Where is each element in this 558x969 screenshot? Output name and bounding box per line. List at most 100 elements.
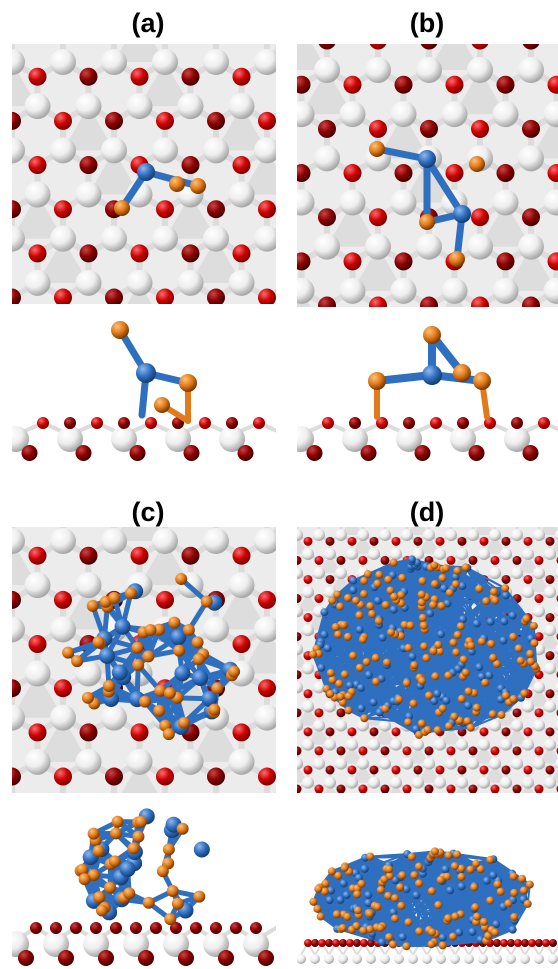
oxygen-atom [232,244,251,263]
metal-atom [467,57,493,83]
oxygen-atom [232,156,251,175]
cluster-orange-atom [114,200,130,216]
metal-atom [12,704,25,731]
metal-atom [401,757,413,770]
metal-atom [500,738,512,751]
oxygen-atom [232,67,251,86]
oxygen-atom [12,590,21,609]
cluster-blue-atom [111,664,128,681]
oxygen-atom [468,784,478,793]
metal-atom [357,529,369,541]
metal-atom [297,567,303,580]
metal-atom [511,719,523,732]
metal-atom [555,682,558,693]
metal-atom [522,548,534,561]
metal-atom [467,233,493,260]
oxygen-atom [413,765,423,775]
oxygen-atom [512,746,522,756]
metal-atom [75,660,102,687]
metal-atom [335,757,347,770]
metal-atom [379,719,391,732]
cluster-orange-atom [154,684,167,697]
metal-atom [101,49,127,75]
metal-atom [24,269,51,296]
metal-atom [297,189,315,216]
substrate-facet [418,535,440,555]
cluster-orange-atom [175,572,188,585]
substrate-facet [352,763,374,783]
oxygen-atom [496,164,515,183]
metal-atom [544,700,556,713]
oxygen-atom [303,765,313,775]
substrate-facet [297,592,319,612]
oxygen-atom [490,784,500,793]
oxygen-atom [12,111,21,130]
metal-atom [533,719,545,732]
oxygen-atom [501,536,511,546]
oxygen-atom [28,546,47,565]
oxygen-atom [297,252,311,271]
oxygen-atom [358,746,368,756]
panel-b-top-view [297,44,558,307]
oxygen-atom [490,746,500,756]
oxygen-atom [523,765,533,775]
substrate-facet [539,630,558,650]
oxygen-atom [258,590,276,609]
metal-atom [511,757,523,770]
oxygen-atom [181,546,200,565]
oxygen-atom [380,746,390,756]
substrate-facet [506,725,528,745]
oxygen-atom [207,200,225,219]
oxygen-atom [343,75,362,94]
metal-atom [152,528,178,554]
substrate-facet [528,687,550,707]
substrate-facet [190,717,242,762]
oxygen-atom [347,727,357,737]
metal-atom [416,57,442,83]
substrate-facet [352,535,374,555]
oxygen-atom [105,111,123,130]
metal-atom [254,137,276,164]
substrate-facet [550,540,558,555]
substrate-facet [308,725,330,745]
metal-atom [544,586,556,599]
oxygen-atom [79,546,98,565]
oxygen-atom [501,765,511,775]
metal-atom [489,529,501,541]
panel-c-top-view [12,527,276,793]
cluster-orange-atom [124,587,137,600]
cluster-orange-atom [71,655,84,668]
oxygen-atom [12,767,21,786]
substrate-facet [165,194,216,239]
metal-atom [12,616,25,643]
oxygen-atom [545,613,555,623]
cluster-orange-atom [132,658,145,671]
metal-atom [228,269,255,296]
metal-atom [390,776,402,789]
oxygen-atom [54,679,72,698]
oxygen-atom [534,746,544,756]
oxygen-atom [369,765,379,775]
metal-atom [390,277,417,304]
metal-atom [12,137,25,164]
oxygen-atom [318,119,336,138]
oxygen-atom [343,164,362,183]
metal-atom [543,277,558,304]
oxygen-atom [391,727,401,737]
metal-atom [434,776,446,789]
metal-atom [434,548,446,561]
oxygen-atom [105,288,123,304]
substrate-facet [114,44,165,62]
oxygen-atom [545,651,555,661]
oxygen-atom [420,296,438,307]
cluster-orange-atom [228,665,241,678]
metal-atom [511,567,523,580]
oxygen-atom [435,536,445,546]
cluster-orange-atom [144,624,157,637]
oxygen-atom [232,635,251,654]
oxygen-atom [457,536,467,546]
oxygen-atom [314,708,324,718]
metal-atom [314,145,340,172]
metal-atom [544,548,556,561]
metal-atom [533,605,545,618]
